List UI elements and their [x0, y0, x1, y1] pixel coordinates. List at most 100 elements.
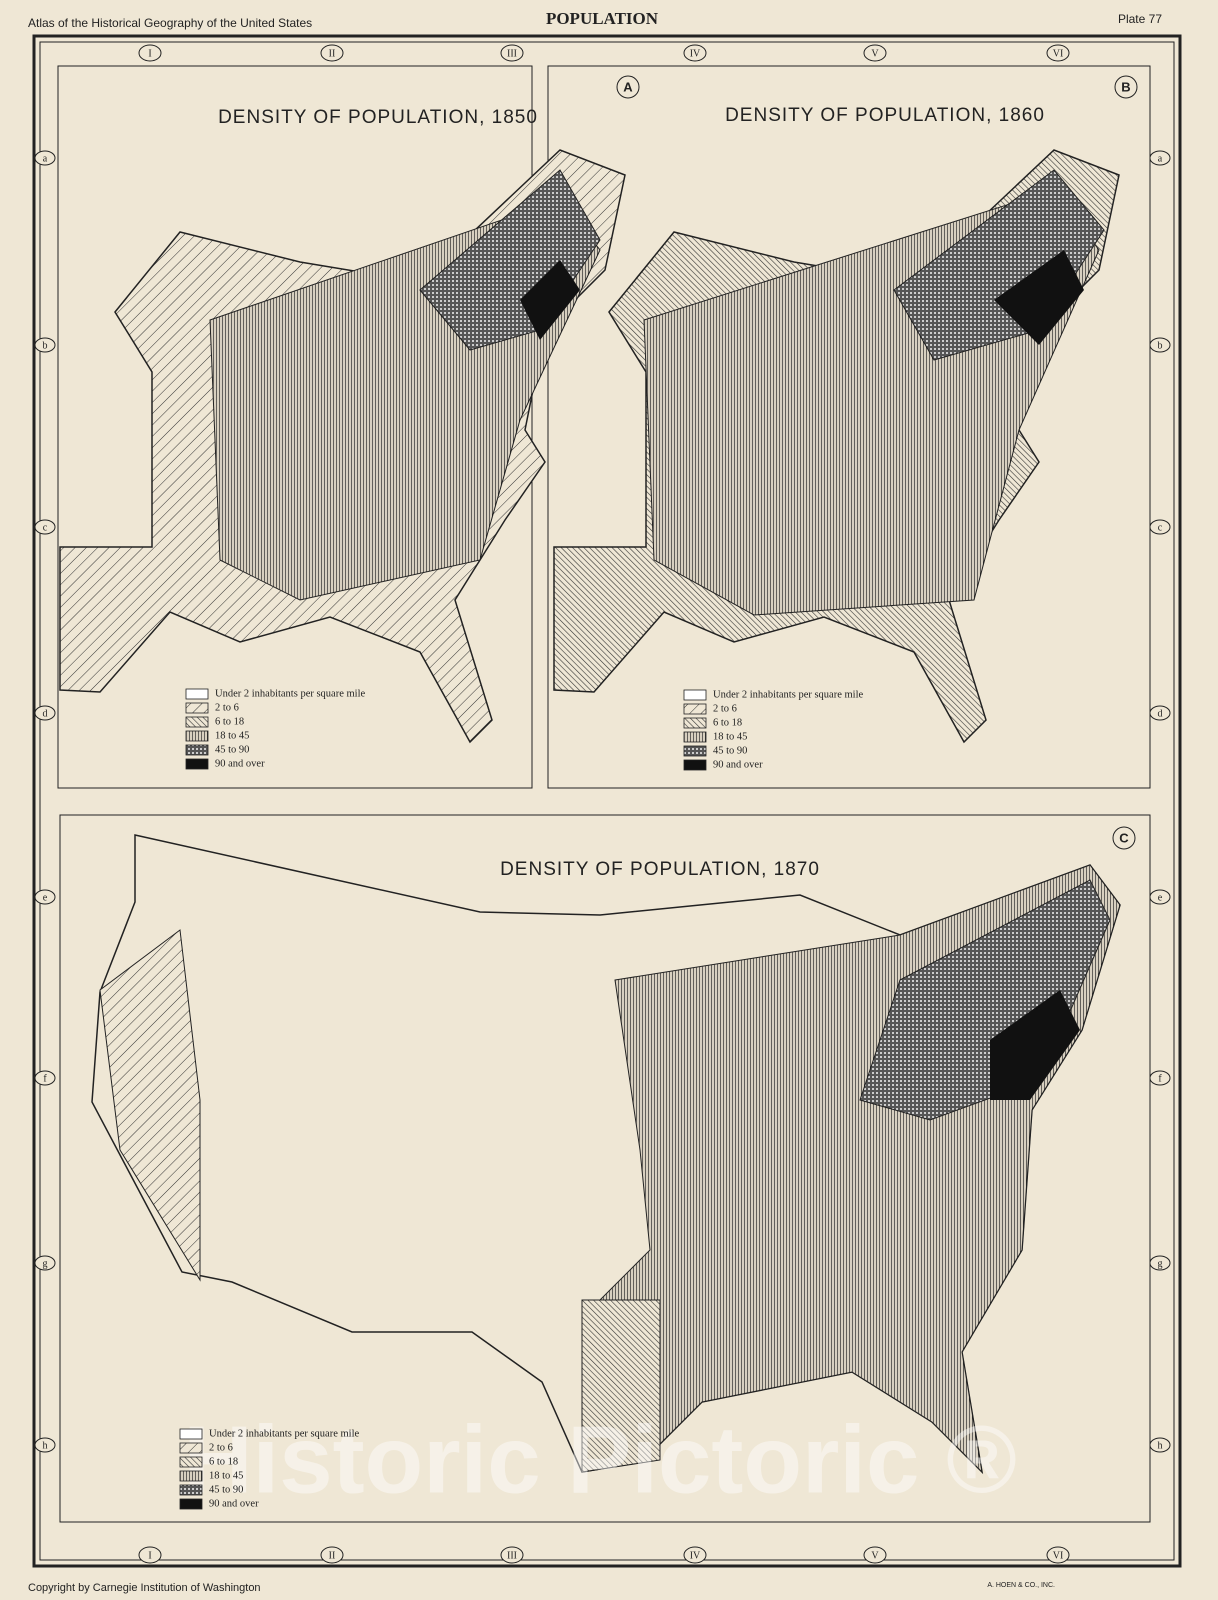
map-title: DENSITY OF POPULATION, 1860 — [725, 105, 1045, 126]
grid-marker — [34, 1437, 56, 1453]
grid-marker — [320, 44, 344, 62]
legend-label: 2 to 6 — [713, 703, 737, 714]
legend-label: 90 and over — [215, 758, 265, 769]
grid-marker — [34, 1255, 56, 1271]
grid-marker — [34, 705, 56, 721]
grid-label: b — [43, 340, 48, 351]
grid-marker — [1149, 519, 1171, 535]
watermark: Historic Pictoric ® — [183, 1406, 1017, 1513]
legend-swatch — [179, 1470, 203, 1482]
grid-label: VI — [1053, 1550, 1064, 1561]
header-center: POPULATION — [546, 9, 659, 28]
legend-label: 6 to 18 — [209, 1456, 238, 1467]
legend-swatch — [185, 730, 209, 742]
grid-label: II — [329, 48, 336, 59]
grid-label: VI — [1053, 48, 1064, 59]
grid-marker — [863, 1546, 887, 1564]
grid-marker — [500, 1546, 524, 1564]
legend-label: 90 and over — [713, 759, 763, 770]
grid-marker — [34, 889, 56, 905]
legend-label: 90 and over — [209, 1498, 259, 1509]
grid-marker — [863, 44, 887, 62]
grid-marker — [1149, 150, 1171, 166]
grid-marker — [1046, 44, 1070, 62]
footer-left: Copyright by Carnegie Institution of Was… — [28, 1582, 261, 1594]
grid-marker — [1149, 1255, 1171, 1271]
grid-label: V — [871, 1550, 879, 1561]
map-letter-circle — [616, 75, 640, 99]
map-letter-circle — [1114, 75, 1138, 99]
grid-label: g — [43, 1258, 48, 1269]
legend-label: 18 to 45 — [209, 1470, 243, 1481]
map-c — [91, 834, 1121, 1475]
grid-label: III — [507, 48, 517, 59]
grid-label: b — [1158, 340, 1163, 351]
map-b — [553, 149, 1120, 743]
grid-label: IV — [690, 1550, 701, 1561]
grid-label: c — [43, 522, 48, 533]
grid-label: e — [1158, 892, 1163, 903]
legend-swatch — [683, 703, 707, 715]
legend-swatch — [185, 744, 209, 756]
grid-label: IV — [690, 48, 701, 59]
legend-swatch — [179, 1442, 203, 1454]
legend-swatch — [185, 702, 209, 714]
grid-label: f — [43, 1073, 47, 1084]
panel-c — [59, 814, 1151, 1523]
grid-marker — [1149, 337, 1171, 353]
grid-marker — [1149, 889, 1171, 905]
grid-marker — [34, 337, 56, 353]
map-letter-circle — [1112, 826, 1136, 850]
legend-swatch — [683, 731, 707, 743]
grid-marker — [1149, 1437, 1171, 1453]
legend-swatch — [683, 689, 707, 701]
legend-label: Under 2 inhabitants per square mile — [713, 689, 864, 700]
legend-label: Under 2 inhabitants per square mile — [209, 1428, 360, 1439]
grid-label: a — [1158, 153, 1163, 164]
grid-marker — [500, 44, 524, 62]
inner-border — [39, 41, 1175, 1561]
outer-border — [32, 34, 1182, 1568]
grid-label: I — [148, 48, 151, 59]
legend-label: 2 to 6 — [209, 1442, 233, 1453]
grid-marker — [683, 1546, 707, 1564]
grid-marker — [683, 44, 707, 62]
legend-swatch — [683, 717, 707, 729]
grid-label: a — [43, 153, 48, 164]
map-title: DENSITY OF POPULATION, 1850 — [218, 107, 538, 128]
grid-marker — [1149, 1070, 1171, 1086]
legend-swatch — [185, 716, 209, 728]
legend-swatch — [179, 1456, 203, 1468]
legend-label: Under 2 inhabitants per square mile — [215, 688, 366, 699]
grid-label: V — [871, 48, 879, 59]
legend-label: 2 to 6 — [215, 702, 239, 713]
panel-b — [547, 65, 1151, 789]
grid-marker — [138, 1546, 162, 1564]
legend-label: 6 to 18 — [713, 717, 742, 728]
grid-label: II — [329, 1550, 336, 1561]
header-right: Plate 77 — [1118, 12, 1162, 26]
grid-label: e — [43, 892, 48, 903]
legend-label: 45 to 90 — [713, 745, 747, 756]
grid-label: d — [1158, 708, 1163, 719]
footer-right: A. HOEN & CO., INC. — [987, 1582, 1055, 1589]
legend-label: 45 to 90 — [209, 1484, 243, 1495]
grid-label: h — [43, 1440, 48, 1451]
map-a — [59, 149, 626, 743]
legend-label: 18 to 45 — [215, 730, 249, 741]
grid-label: f — [1158, 1073, 1162, 1084]
grid-label: h — [1158, 1440, 1163, 1451]
legend-swatch — [179, 1498, 203, 1510]
map-letter: C — [1119, 830, 1129, 845]
grid-marker — [1149, 705, 1171, 721]
legend-swatch — [179, 1428, 203, 1440]
legend-swatch — [683, 759, 707, 771]
map-title: DENSITY OF POPULATION, 1870 — [500, 859, 820, 880]
grid-label: g — [1158, 1258, 1163, 1269]
panel-a — [57, 65, 533, 789]
legend-swatch — [683, 745, 707, 757]
grid-marker — [34, 150, 56, 166]
map-letter: A — [623, 79, 633, 94]
